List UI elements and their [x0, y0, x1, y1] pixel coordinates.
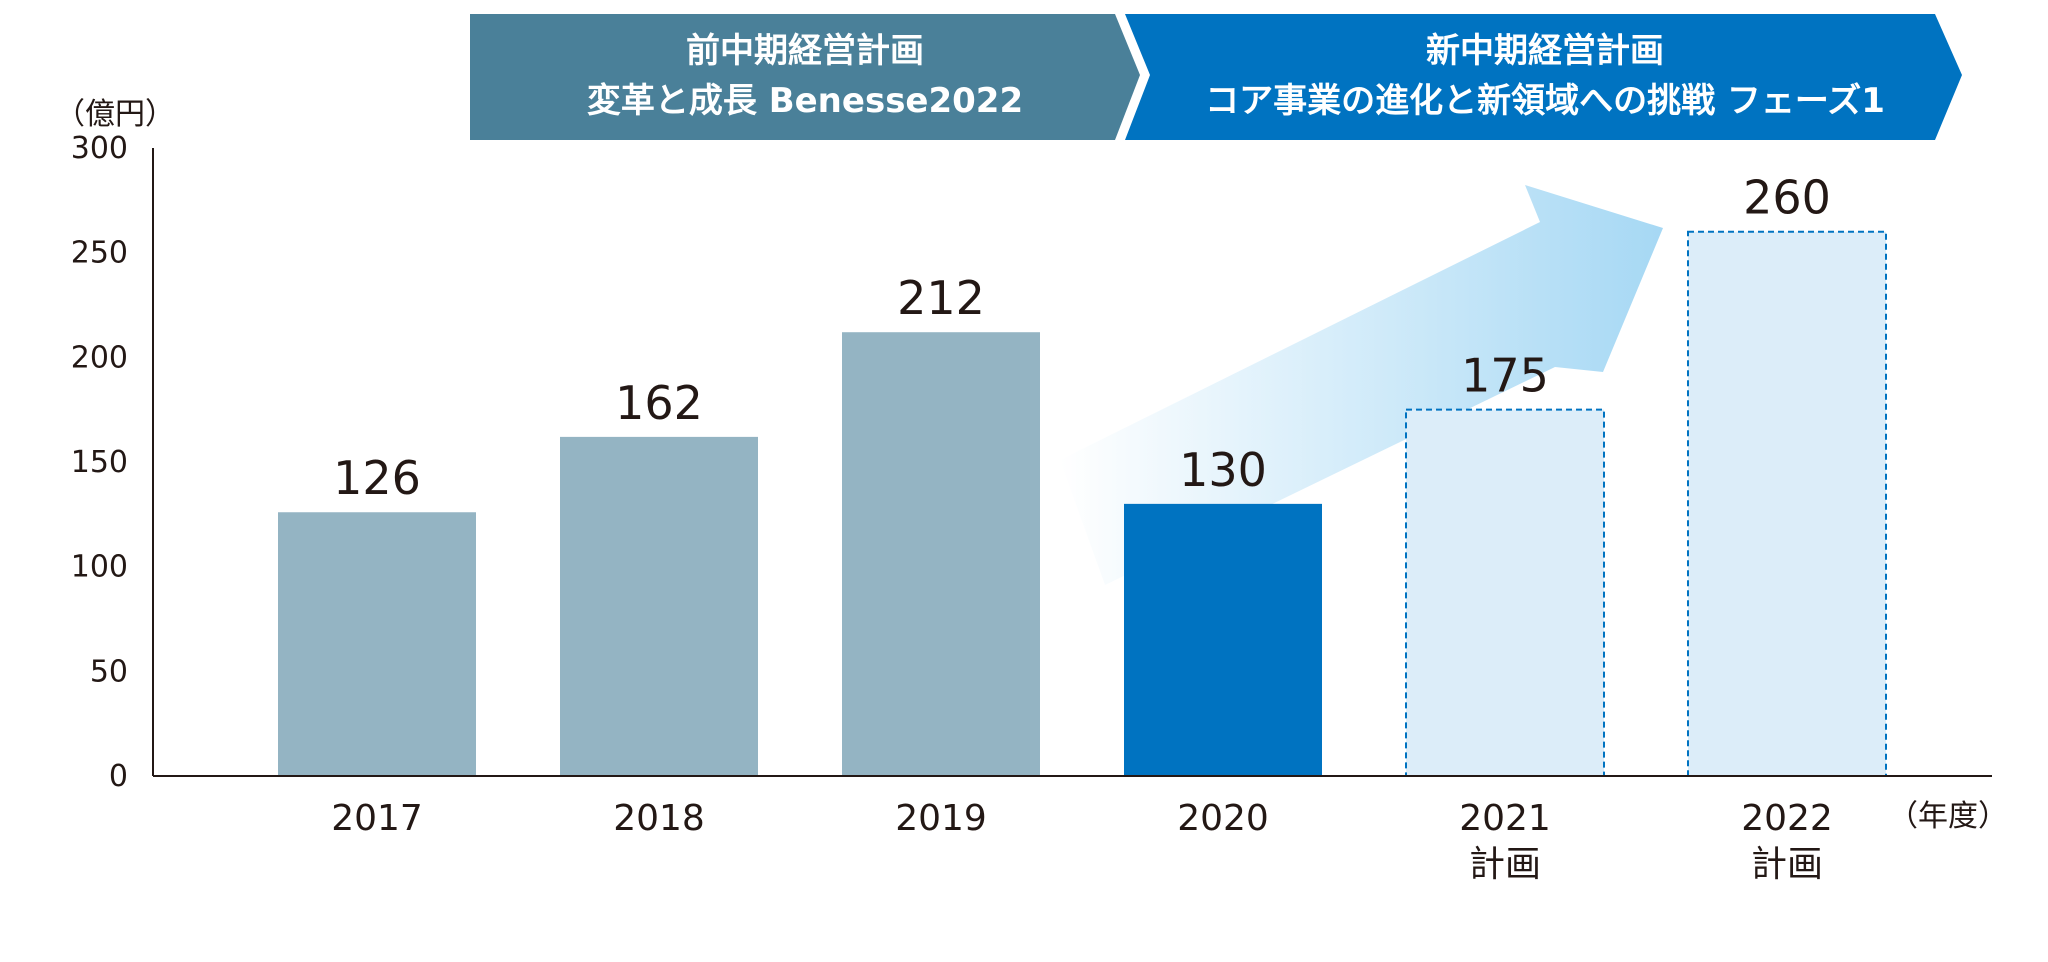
- banner-new-plan-shape: [1125, 14, 1962, 140]
- y-tick-label: 300: [71, 131, 128, 166]
- x-tick-note: 計画: [1469, 844, 1541, 885]
- bar-2022: [1687, 230, 1887, 777]
- banner-new-plan-subtitle: コア事業の進化と新領域への挑戦 フェーズ1: [1205, 81, 1885, 121]
- y-tick-label: 250: [71, 236, 128, 271]
- bar-2017: [278, 512, 476, 776]
- x-unit-label: （年度）: [1888, 799, 2008, 834]
- value-label: 212: [897, 271, 985, 325]
- value-label: 130: [1179, 443, 1267, 497]
- banner-new-plan: 新中期経営計画 コア事業の進化と新領域への挑戦 フェーズ1: [1125, 14, 1962, 140]
- x-tick-note: 計画: [1751, 844, 1823, 885]
- banner-previous-plan-subtitle: 変革と成長 Benesse2022: [587, 81, 1023, 121]
- value-label: 162: [615, 376, 703, 430]
- banner-previous-plan-shape: [470, 14, 1140, 140]
- banner-previous-plan-title: 前中期経営計画: [686, 31, 924, 71]
- value-label: 126: [333, 451, 421, 505]
- value-label: 175: [1461, 349, 1549, 403]
- banner-new-plan-title: 新中期経営計画: [1426, 31, 1664, 71]
- bar-2018: [560, 436, 758, 776]
- y-axis-ticks: 0 50 100 150 200 250 300: [71, 131, 128, 794]
- banner-previous-plan: 前中期経営計画 変革と成長 Benesse2022: [470, 14, 1140, 140]
- y-tick-label: 150: [71, 445, 128, 480]
- x-tick-label: 2017: [331, 798, 423, 839]
- x-axis-labels: 2017 2018 2019 2020 2021 計画 2022 計画: [331, 798, 1833, 885]
- bar-2019: [842, 332, 1040, 776]
- y-tick-label: 100: [71, 550, 128, 585]
- value-label: 260: [1743, 171, 1831, 225]
- growth-arrow: [1060, 185, 1663, 585]
- y-tick-label: 0: [109, 759, 128, 794]
- bar-2020: [1124, 503, 1322, 776]
- x-tick-label: 2019: [895, 798, 987, 839]
- bar-2021: [1405, 408, 1605, 777]
- x-tick-label: 2018: [613, 798, 705, 839]
- y-unit-label: （億円）: [55, 97, 175, 132]
- y-tick-label: 50: [90, 654, 128, 689]
- x-tick-label: 2020: [1177, 798, 1269, 839]
- y-tick-label: 200: [71, 340, 128, 375]
- x-tick-label: 2022: [1741, 798, 1833, 839]
- x-tick-label: 2021: [1459, 798, 1551, 839]
- bars: 126 162 212 130 175 260: [278, 171, 1887, 777]
